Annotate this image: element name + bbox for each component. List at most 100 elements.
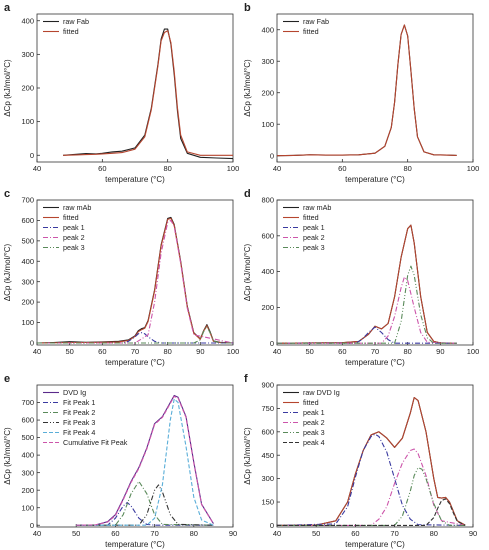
series-line-cumulative-fit-peak (76, 395, 214, 526)
panel-letter: b (244, 2, 251, 14)
y-tick-label: 200 (21, 84, 34, 93)
y-tick-label: 300 (21, 277, 34, 286)
panel-letter: c (4, 188, 10, 200)
x-tick-label: 40 (33, 347, 41, 356)
y-tick-label: 200 (21, 486, 34, 495)
series-line-peak-2 (277, 448, 466, 526)
y-tick-label: 800 (261, 196, 274, 205)
legend-entry: Fit Peak 4 (63, 428, 95, 437)
legend-entry: peak 3 (303, 428, 325, 437)
legend-entry: fitted (63, 27, 79, 36)
legend-entry: fitted (303, 27, 319, 36)
panel-letter: d (244, 188, 251, 200)
y-tick-label: 200 (261, 88, 274, 97)
legend-entry: peak 3 (303, 243, 325, 252)
y-tick-label: 200 (21, 298, 34, 307)
y-tick-label: 100 (21, 318, 34, 327)
y-tick-label: 0 (270, 521, 274, 530)
x-tick-label: 50 (305, 347, 313, 356)
y-tick-label: 600 (21, 416, 34, 425)
legend-entry: peak 4 (303, 438, 325, 447)
plot-frame (276, 13, 474, 163)
chart-panel-e: e 40 50 60 70 80 90 0 100 200 300 400 500 600 700 tempe… (3, 373, 237, 549)
panel-letter: f (244, 373, 248, 385)
y-tick-label: 0 (30, 151, 34, 160)
y-tick-label: 100 (21, 503, 34, 512)
chart-panel-b: b 40 60 80 100 0 100 200 300 400 temperature (°C) Δ… (243, 2, 479, 184)
y-axis-title: ΔCp (kJ/mol/°C) (243, 243, 252, 301)
y-tick-label: 900 (261, 381, 274, 390)
y-axis-title: ΔCp (kJ/mol/°C) (3, 243, 12, 301)
y-tick-label: 300 (261, 57, 274, 66)
series-line-peak-1 (37, 332, 233, 344)
x-axis-title: temperature (°C) (345, 175, 405, 184)
legend-entry: peak 2 (63, 233, 85, 242)
x-tick-label: 60 (98, 164, 106, 173)
y-tick-label: 750 (261, 404, 274, 413)
series-line-peak-2 (37, 219, 233, 344)
x-tick-label: 50 (312, 529, 320, 538)
x-tick-label: 70 (371, 347, 379, 356)
x-tick-label: 80 (190, 529, 198, 538)
series-line-raw-fab (63, 28, 233, 160)
legend-entry: Fit Peak 1 (63, 398, 95, 407)
chart-panel-a: a 40 60 80 100 0 100 200 300 400 temperature (°C) Δ… (3, 2, 239, 184)
x-axis-title: temperature (°C) (105, 358, 165, 367)
y-axis-title: ΔCp (kJ/mol/°C) (243, 427, 252, 485)
y-tick-label: 500 (21, 433, 34, 442)
y-tick-label: 600 (261, 427, 274, 436)
x-axis-title: temperature (°C) (105, 540, 165, 549)
y-tick-label: 450 (261, 451, 274, 460)
x-tick-label: 80 (403, 164, 411, 173)
y-tick-label: 400 (21, 451, 34, 460)
y-tick-label: 400 (21, 257, 34, 266)
y-tick-label: 150 (261, 498, 274, 507)
series-line-fitted (277, 396, 466, 526)
y-tick-label: 200 (261, 303, 274, 312)
y-tick-label: 500 (21, 236, 34, 245)
series-line-fit-peak-1 (76, 501, 214, 526)
y-tick-label: 600 (261, 231, 274, 240)
chart-panel-d: d 40 50 60 70 80 90 100 0 200 400 600 800 temperature… (243, 188, 479, 367)
y-tick-label: 300 (21, 468, 34, 477)
y-tick-label: 600 (21, 216, 34, 225)
legend-entry: raw mAb (63, 203, 91, 212)
legend-entry: DVD Ig (63, 388, 86, 397)
y-tick-label: 700 (21, 398, 34, 407)
x-tick-label: 100 (227, 347, 240, 356)
x-tick-label: 100 (227, 164, 240, 173)
y-tick-label: 300 (261, 474, 274, 483)
y-axis-title: ΔCp (kJ/mol/°C) (3, 59, 12, 117)
series-line-peak-4 (277, 498, 466, 526)
plot-frame (36, 384, 234, 528)
chart-panel-c: c 40 50 60 70 80 90 100 0 100 200 300 400 500 600 700 te… (3, 188, 239, 367)
plot-frame (276, 384, 474, 528)
series-line-raw-fab (277, 24, 457, 157)
series-line-peak-3 (37, 326, 233, 344)
panel-letter: e (4, 373, 10, 385)
x-tick-label: 80 (163, 347, 171, 356)
x-tick-label: 70 (390, 529, 398, 538)
plot-frame (36, 13, 234, 163)
y-tick-label: 400 (261, 267, 274, 276)
y-tick-label: 300 (21, 50, 34, 59)
x-axis-title: temperature (°C) (105, 175, 165, 184)
x-tick-label: 50 (65, 347, 73, 356)
series-line-fit-peak-3 (76, 484, 214, 526)
legend-entry: fitted (303, 398, 319, 407)
y-tick-label: 100 (21, 117, 34, 126)
y-axis-title: ΔCp (kJ/mol/°C) (3, 427, 12, 485)
legend-entry: raw mAb (303, 203, 331, 212)
x-tick-label: 60 (111, 529, 119, 538)
x-tick-label: 90 (436, 347, 444, 356)
series-line-peak-3 (277, 467, 466, 526)
y-tick-label: 0 (270, 151, 274, 160)
legend-entry: Fit Peak 2 (63, 408, 95, 417)
legend-entry: Cumulative Fit Peak (63, 438, 128, 447)
series-line-dvd-ig (76, 394, 214, 526)
legend-entry: fitted (63, 213, 79, 222)
x-tick-label: 40 (33, 164, 41, 173)
x-tick-label: 50 (72, 529, 80, 538)
legend-entry: raw Fab (63, 17, 89, 26)
